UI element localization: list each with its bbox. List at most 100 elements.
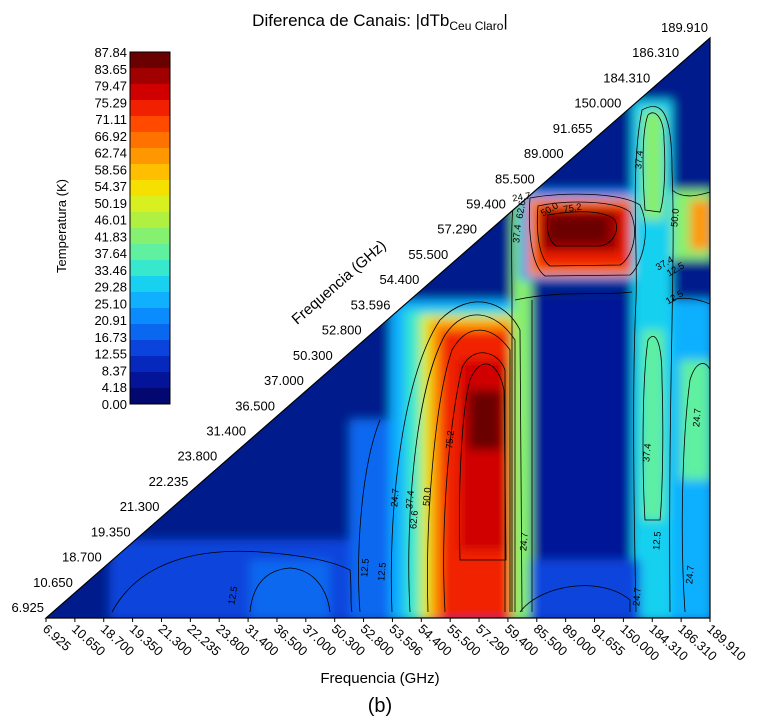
colorbar-swatch [130, 52, 170, 69]
colorbar-swatch [130, 180, 170, 197]
heatmap-band-lowleft [250, 560, 330, 618]
colorbar-tick-label: 79.47 [94, 79, 127, 94]
contour-label: 24.7 [691, 408, 704, 427]
contour-line [528, 193, 646, 277]
colorbar-swatch [130, 244, 170, 261]
colorbar-swatch [130, 356, 170, 373]
contour-label: 37.4 [633, 150, 646, 169]
contour-line [358, 419, 381, 613]
contour-label: 50.0 [669, 208, 682, 227]
colorbar-tick-label: 87.84 [94, 45, 127, 60]
contour-label: 75.2 [563, 202, 583, 216]
colorbar-swatch [130, 116, 170, 133]
colorbar-frame [129, 51, 171, 405]
diagonal-tick-label: 59.400 [466, 197, 506, 212]
contour-line [642, 336, 664, 521]
diagonal-tick-label: 91.655 [553, 121, 593, 136]
colorbar-tick-label: 58.56 [94, 162, 127, 177]
contour-line [514, 291, 633, 301]
heatmap-band-right-mid [680, 360, 710, 480]
heatmap-band-55-core [460, 360, 508, 550]
contour-line [519, 585, 631, 613]
contour-label: 12.5 [376, 562, 389, 581]
colorbar-swatch [130, 340, 170, 357]
colorbar-swatch [130, 212, 170, 229]
contour-line [111, 550, 353, 613]
contour-line [536, 201, 635, 267]
diagonal-tick-label: 55.500 [408, 247, 448, 262]
colorbar-swatch [130, 292, 170, 309]
diagonal-tick-label: 19.350 [91, 524, 131, 539]
x-axis-label: Frequencia (GHz) [320, 670, 439, 687]
colorbar-tick-label: 16.73 [94, 330, 127, 345]
diagonal-tick-label: 52.800 [322, 323, 362, 338]
colorbar-tick-label: 66.92 [94, 129, 127, 144]
colorbar-tick-label: 4.18 [102, 380, 127, 395]
heatmap-band-bottom [530, 560, 640, 618]
contour-line [671, 189, 710, 197]
contour-label: 50.0 [421, 487, 434, 506]
contour-label: 24.7 [684, 565, 697, 584]
diagonal-tick-label: 21.300 [120, 499, 160, 514]
figure-caption: (b) [368, 695, 392, 717]
diagonal-tick-label: 50.300 [293, 348, 333, 363]
contour-line [681, 363, 710, 613]
contour-line [546, 211, 617, 247]
contour-label: 12.5 [227, 586, 241, 606]
colorbar-tick-label: 29.28 [94, 280, 127, 295]
diagonal-axis-ticks: 6.925 10.650 18.700 19.350 21.300 22.235 23.80… [11, 20, 708, 615]
contour-line [459, 363, 507, 561]
diagonal-tick-label: 85.500 [495, 171, 535, 186]
contour-label: 62.6 [515, 200, 529, 220]
contour-label: 12.5 [359, 558, 372, 577]
diagonal-tick-label: 89.000 [524, 146, 564, 161]
contour-label: 37.4 [641, 443, 654, 462]
colorbar-swatch [130, 148, 170, 165]
heatmap-band-5940 [512, 180, 532, 618]
colorbar-swatch [130, 84, 170, 101]
colorbar-swatch [130, 228, 170, 245]
contour-line [443, 352, 506, 613]
heatmap-band-55-peak [468, 390, 502, 450]
diagonal-tick-label: 31.400 [206, 423, 246, 438]
colorbar-swatch [130, 308, 170, 325]
colorbar-swatch [130, 372, 170, 389]
contour-label: 12.5 [651, 531, 664, 550]
diagonal-tick-label: 184.310 [603, 70, 650, 85]
heatmap-band-lowmid [110, 540, 370, 618]
colorbar-tick-label: 0.00 [102, 397, 127, 412]
diagonal-tick-label: 22.235 [149, 474, 189, 489]
diagonal-tick-label: 10.650 [33, 575, 73, 590]
contour-line [408, 314, 516, 613]
colorbar-swatch [130, 68, 170, 85]
diagonal-tick-label: 36.500 [235, 398, 275, 413]
heatmap-hotspot-peak [548, 215, 608, 243]
diagonal-tick-label: 37.000 [264, 373, 304, 388]
contour-line [633, 106, 674, 613]
diagonal-axis-label: Frequencia (GHz) [289, 237, 390, 328]
heatmap-band-right-hot [690, 200, 710, 250]
contour-label: 24.7 [389, 488, 402, 507]
colorbar-tick-label: 71.11 [95, 112, 127, 127]
colorbar-tick-label: 75.29 [94, 95, 127, 110]
colorbar-swatch [130, 164, 170, 181]
colorbar-tick-label: 8.37 [102, 363, 127, 378]
contour-labels: 12.524.7 37.4 50.062.675.237.450.062.6 75.2… [227, 150, 704, 606]
colorbar-tick-label: 46.01 [94, 213, 127, 228]
colorbar-tick-label: 37.64 [94, 246, 127, 261]
contour-line [390, 301, 523, 613]
contour-label: 37.4 [404, 490, 417, 509]
colorbar-swatch [130, 260, 170, 277]
colorbar-tick-label: 25.10 [94, 296, 127, 311]
x-tick-label: 6.925 [40, 621, 74, 654]
colorbar-tick-label: 12.55 [94, 347, 127, 362]
colorbar-swatch [130, 132, 170, 149]
x-axis-ticks: 6.92510.65018.70019.35021.30022.23523.80… [40, 618, 749, 664]
diagonal-tick-label: 186.310 [632, 45, 679, 60]
colorbar-tick-label: 62.74 [94, 146, 127, 161]
colorbar-swatch [130, 276, 170, 293]
heatmap-band-low [350, 420, 390, 618]
diagonal-tick-label: 53.596 [351, 297, 391, 312]
heatmap-band-150-core [642, 110, 664, 220]
